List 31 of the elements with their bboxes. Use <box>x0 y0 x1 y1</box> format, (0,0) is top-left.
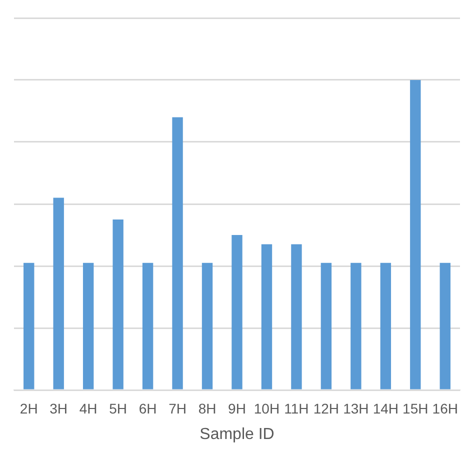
x-tick-label: 4H <box>79 400 98 416</box>
bar <box>380 262 392 390</box>
bar <box>24 262 34 390</box>
bar <box>142 262 154 390</box>
x-tick-label: 5H <box>109 400 128 416</box>
bar <box>232 235 242 390</box>
x-tick-label: 8H <box>198 400 216 416</box>
bar <box>350 262 362 390</box>
x-tick-label: 13H <box>343 400 369 416</box>
x-tick-label: 3H <box>50 400 68 416</box>
bar <box>172 117 183 390</box>
bar <box>410 80 421 390</box>
bar <box>320 262 332 390</box>
bar <box>261 244 272 390</box>
bar <box>291 244 302 390</box>
x-tick-label: 16H <box>432 400 458 416</box>
x-axis-title: Sample ID <box>200 426 274 443</box>
x-tick-label: 7H <box>168 400 186 416</box>
bar <box>202 262 213 390</box>
x-tick-label: 11H <box>284 400 309 416</box>
bar <box>440 262 450 390</box>
x-tick-label: 6H <box>138 400 157 416</box>
x-tick-label: 2H <box>20 400 38 416</box>
x-tick-label: 9H <box>228 400 246 416</box>
x-tick-label: 12H <box>313 400 340 416</box>
x-tick-label: 15H <box>402 400 428 416</box>
x-tick-label: 10H <box>254 400 280 416</box>
bar <box>82 262 94 390</box>
bar <box>112 220 124 390</box>
bar <box>53 198 64 390</box>
x-tick-label: 14H <box>372 400 399 416</box>
